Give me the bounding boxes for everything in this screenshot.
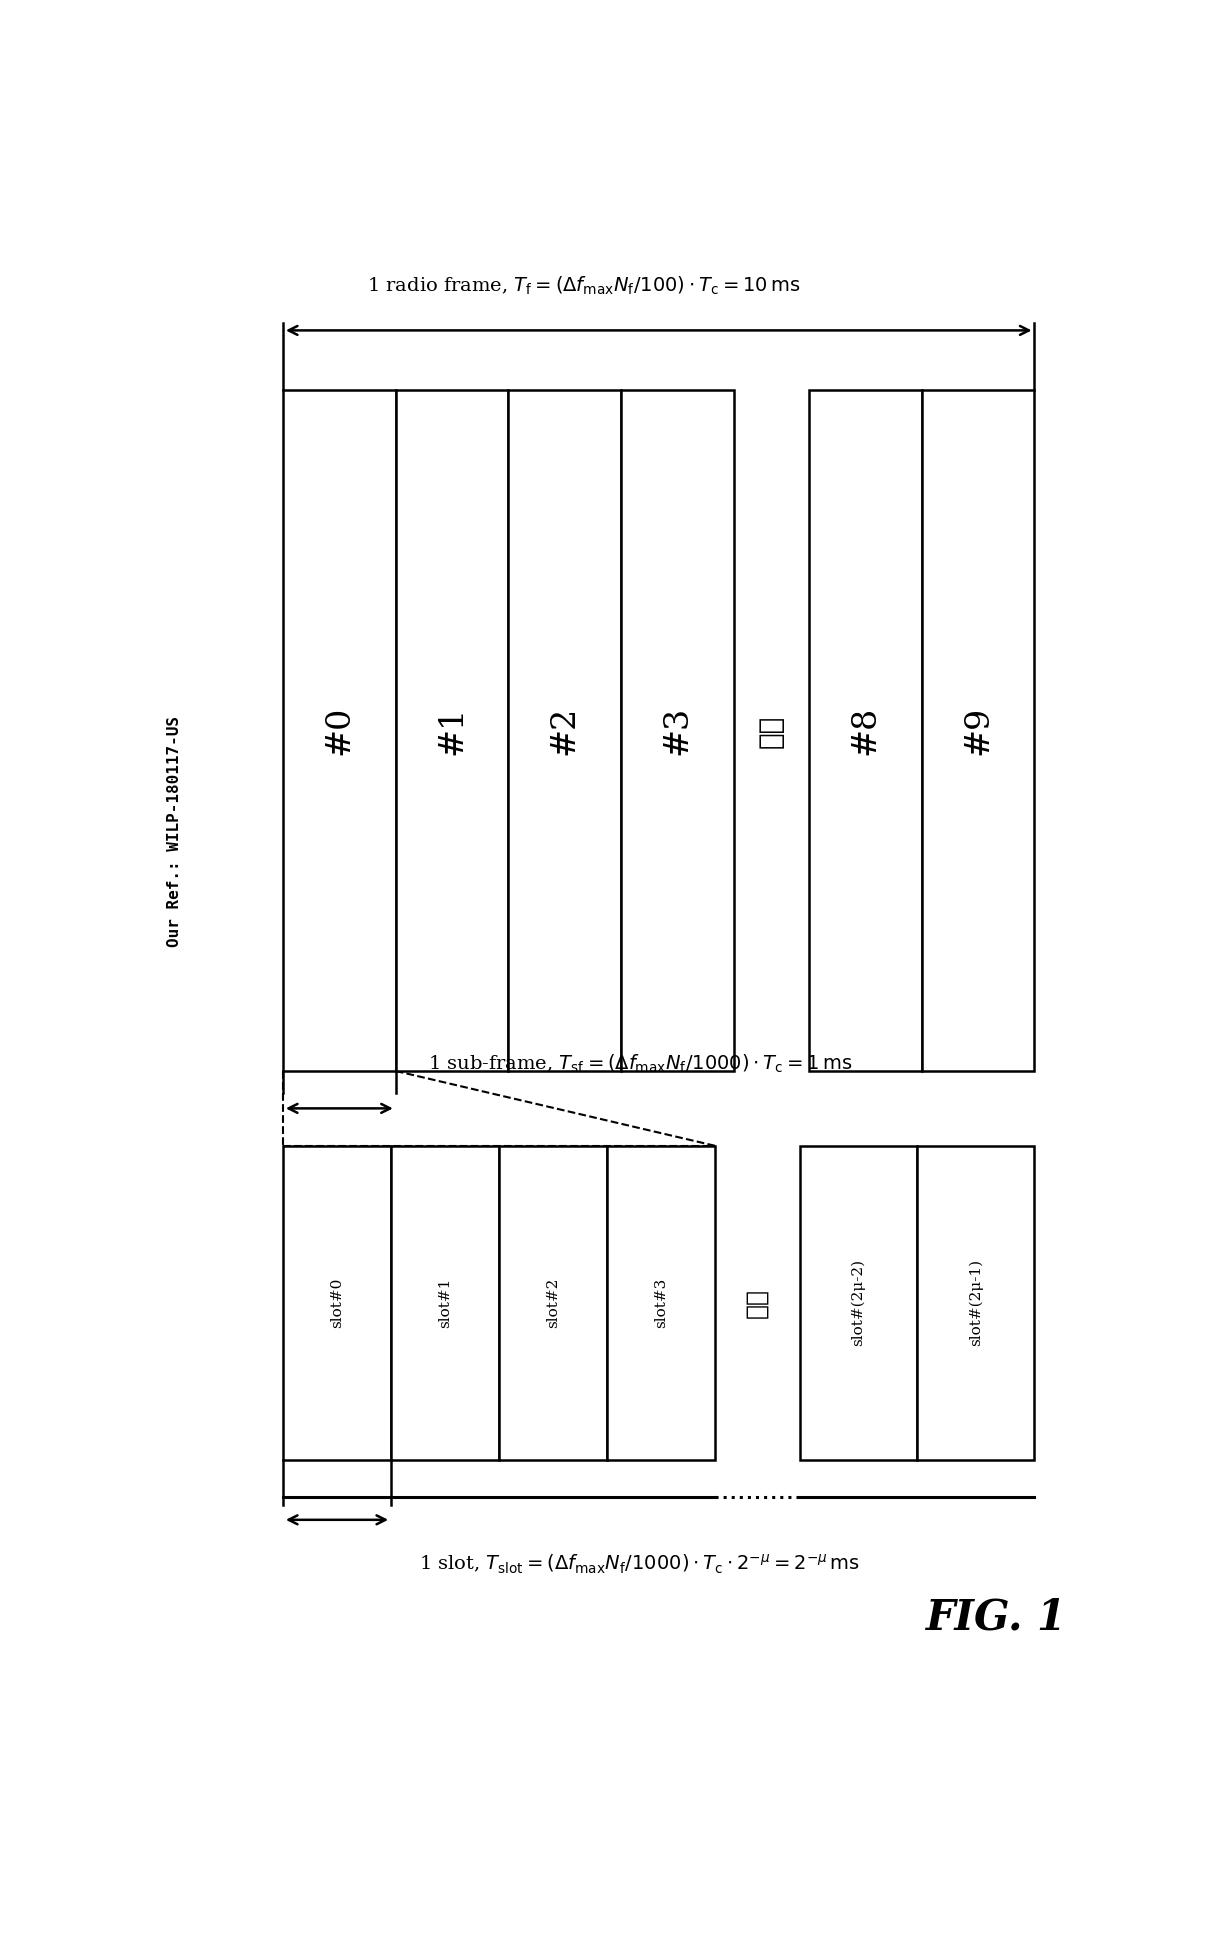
Text: slot#(2μ-1): slot#(2μ-1) [968, 1259, 983, 1346]
Bar [499, 1146, 607, 1459]
Bar [917, 1146, 1034, 1459]
Bar [607, 1146, 715, 1459]
Bar [284, 1146, 391, 1459]
Bar [509, 391, 621, 1071]
Text: FIG. 1: FIG. 1 [926, 1595, 1068, 1638]
Bar [800, 1146, 917, 1459]
Text: ⋮⋮: ⋮⋮ [758, 715, 785, 748]
Text: #0: #0 [324, 705, 355, 756]
Text: slot#(2μ-2): slot#(2μ-2) [851, 1259, 865, 1346]
Bar [621, 391, 734, 1071]
Text: ⋮⋮: ⋮⋮ [745, 1288, 768, 1317]
Text: slot#1: slot#1 [438, 1278, 452, 1329]
Text: 1 radio frame, $T_{\rm f} = (\Delta f_{\rm max}N_{\rm f}/100)\cdot T_{\rm c} = 1: 1 radio frame, $T_{\rm f} = (\Delta f_{\… [367, 274, 800, 297]
Text: 1 sub-frame, $T_{\rm sf} = (\Delta f_{\rm max}N_{\rm f}/1000)\cdot T_{\rm c} = 1: 1 sub-frame, $T_{\rm sf} = (\Delta f_{\r… [428, 1053, 852, 1074]
Text: 1 slot, $T_{\rm slot} = (\Delta f_{\rm max}N_{\rm f}/1000)\cdot T_{\rm c}\cdot 2: 1 slot, $T_{\rm slot} = (\Delta f_{\rm m… [419, 1552, 861, 1576]
Text: #3: #3 [662, 705, 693, 756]
Bar [284, 391, 395, 1071]
Text: #2: #2 [549, 705, 581, 756]
Bar [395, 391, 509, 1071]
Bar [391, 1146, 499, 1459]
Text: #8: #8 [850, 705, 881, 756]
Bar [808, 391, 921, 1071]
Text: #1: #1 [436, 705, 468, 756]
Text: Our Ref.: WILP-180117-US: Our Ref.: WILP-180117-US [167, 717, 183, 946]
Text: slot#2: slot#2 [547, 1278, 560, 1329]
Bar [921, 391, 1034, 1071]
Text: slot#3: slot#3 [654, 1278, 668, 1327]
Text: slot#0: slot#0 [330, 1278, 344, 1329]
Text: #9: #9 [962, 705, 994, 756]
